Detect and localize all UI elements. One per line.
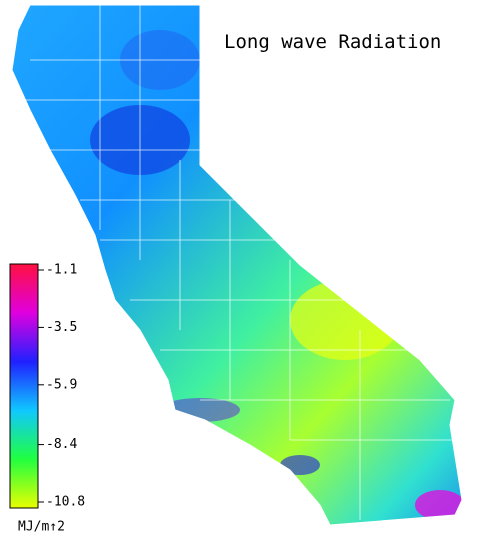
- colorbar-unit: MJ/m↑2: [18, 520, 65, 535]
- tick-label: -10.8: [46, 495, 85, 510]
- tick-label: -8.4: [46, 437, 77, 452]
- tick-label: -5.9: [46, 377, 77, 392]
- colorbar-ticks: -1.1 -3.5 -5.9 -8.4 -10.8: [38, 263, 85, 510]
- colorbar: [9, 263, 39, 509]
- tick-label: -3.5: [46, 320, 77, 335]
- tick-label: -1.1: [46, 263, 77, 278]
- map-title: Long wave Radiation: [224, 31, 441, 53]
